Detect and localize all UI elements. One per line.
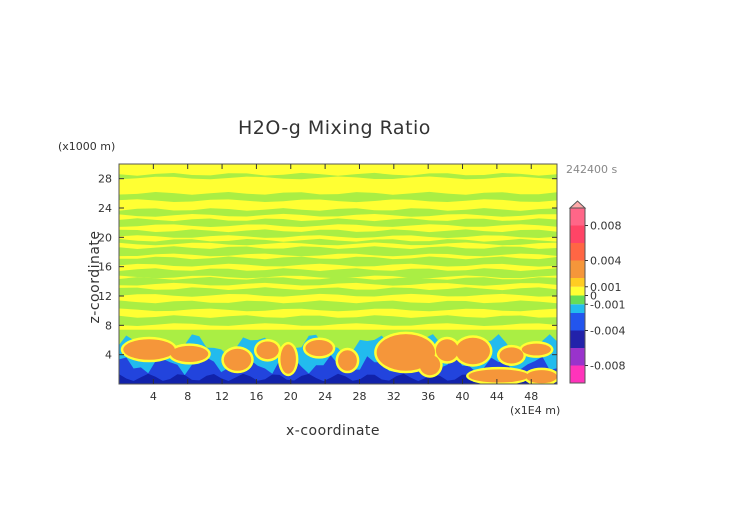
humidity-band — [119, 246, 557, 257]
humidity-band — [119, 300, 557, 312]
orange-blob — [280, 344, 296, 374]
orange-blob — [223, 348, 252, 371]
colorbar-label: 0.001 — [590, 281, 622, 294]
orange-blob — [419, 354, 441, 376]
colorbar-extend-arrow — [568, 200, 587, 209]
colorbar-segment — [570, 278, 585, 287]
time-stamp: 242400 s — [566, 163, 618, 176]
x-axis-ticks: 4 8 12 16 20 24 28 32 36 40 44 48 — [150, 164, 538, 403]
humidity-band — [119, 256, 557, 267]
x-tick-label: 48 — [524, 390, 538, 403]
x-tick-label: 24 — [318, 390, 332, 403]
humidity-band — [119, 208, 557, 217]
colorbar-segment — [570, 286, 585, 296]
colorbar-segment — [570, 295, 585, 305]
x-tick-label: 12 — [215, 390, 229, 403]
y-tick-label: 16 — [98, 261, 112, 274]
x-tick-label: 20 — [284, 390, 298, 403]
colorbar-segment — [570, 208, 585, 226]
x-tick-label: 40 — [456, 390, 470, 403]
orange-blob — [499, 347, 524, 364]
x-tick-label: 28 — [352, 390, 366, 403]
x-axis-unit: (x1E4 m) — [510, 404, 561, 417]
humidity-band — [119, 238, 557, 246]
orange-blob — [526, 370, 557, 384]
humidity-band — [119, 191, 557, 203]
humidity-band — [119, 172, 557, 180]
darkblue-layer — [119, 373, 557, 384]
x-tick-label: 4 — [150, 390, 157, 403]
colorbar-segment — [570, 304, 585, 313]
colorbar-segment — [570, 330, 585, 348]
orange-blob — [468, 369, 529, 383]
humidity-band — [119, 218, 557, 227]
orange-blob — [338, 350, 357, 371]
orange-blob — [521, 343, 551, 356]
orange-blob — [455, 337, 491, 365]
colorbar-label: -0.004 — [590, 325, 625, 338]
orange-blob — [256, 341, 279, 360]
colorbar-segment — [570, 243, 585, 261]
colorbar-segment — [570, 348, 585, 366]
colorbar-label: -0.008 — [590, 360, 625, 373]
heatmap-field — [119, 164, 557, 384]
humidity-band — [119, 277, 557, 286]
y-axis-unit: (x1000 m) — [58, 140, 116, 153]
y-tick-label: 12 — [98, 290, 112, 303]
plot-frame — [118, 163, 558, 385]
humidity-band — [119, 229, 557, 238]
y-tick-label: 20 — [98, 231, 112, 244]
x-tick-label: 44 — [490, 390, 504, 403]
colorbar-label: -0.001 — [590, 298, 625, 311]
orange-blob — [123, 339, 175, 360]
humidity-band — [119, 315, 557, 326]
humidity-band — [119, 287, 557, 297]
colorbar-label: 0.004 — [590, 255, 622, 268]
orange-blob — [305, 340, 333, 357]
x-tick-label: 36 — [421, 390, 435, 403]
x-axis-label: x-coordinate — [286, 423, 381, 439]
y-tick-label: 4 — [105, 349, 112, 362]
colorbar-segment — [570, 313, 585, 331]
colorbar-label: 0 — [590, 290, 597, 303]
x-tick-label: 8 — [184, 390, 191, 403]
chart-title: H2O-g Mixing Ratio — [238, 117, 431, 139]
x-tick-label: 32 — [387, 390, 401, 403]
y-tick-label: 8 — [105, 319, 112, 332]
y-axis-ticks: 4 8 12 16 20 24 28 — [98, 173, 557, 362]
orange-blob — [435, 339, 459, 362]
colorbar-segment — [570, 365, 585, 383]
x-tick-label: 16 — [249, 390, 263, 403]
colorbar-segment — [570, 225, 585, 243]
y-tick-label: 28 — [98, 173, 112, 186]
blue-layer — [119, 354, 557, 384]
colorbar-segment — [570, 260, 585, 278]
orange-blob — [170, 345, 209, 362]
y-tick-label: 24 — [98, 202, 112, 215]
colorbar-label: 0.008 — [590, 220, 622, 233]
humidity-band — [119, 268, 557, 279]
